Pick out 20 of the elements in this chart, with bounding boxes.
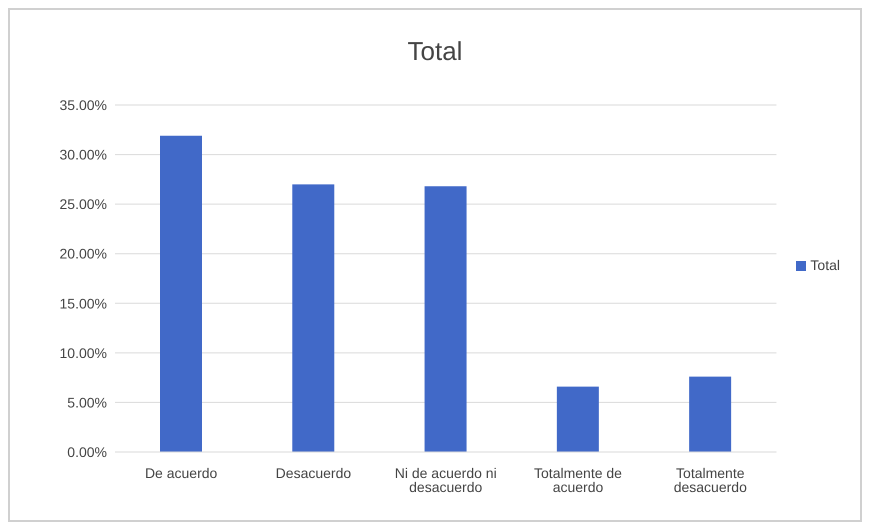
x-tick-label: De acuerdo (144, 464, 218, 481)
x-tick-label: Totalmente desacuerdo (674, 464, 748, 495)
chart-title: Total (406, 36, 464, 67)
y-tick-label: 30.00% (60, 146, 107, 163)
y-tick-label: 20.00% (60, 246, 107, 262)
bar (689, 376, 732, 452)
y-tick-label: 35.00% (60, 96, 107, 113)
bar (292, 184, 334, 452)
y-tick-label: 10.00% (60, 344, 107, 361)
y-tick-label: 0.00% (67, 444, 107, 460)
y-tick-label: 25.00% (60, 196, 107, 212)
y-tick-label: 5.00% (67, 394, 107, 410)
bar (556, 386, 599, 452)
x-tick-label: Ni de acuerdo ni desacuerdo (394, 464, 497, 495)
legend-label: Total (810, 257, 840, 273)
y-tick-label: 15.00% (60, 295, 107, 312)
bar (160, 136, 202, 452)
x-tick-label: Desacuerdo (276, 464, 352, 481)
bar (424, 186, 467, 452)
x-tick-label: Totalmente de acuerdo (534, 464, 622, 495)
